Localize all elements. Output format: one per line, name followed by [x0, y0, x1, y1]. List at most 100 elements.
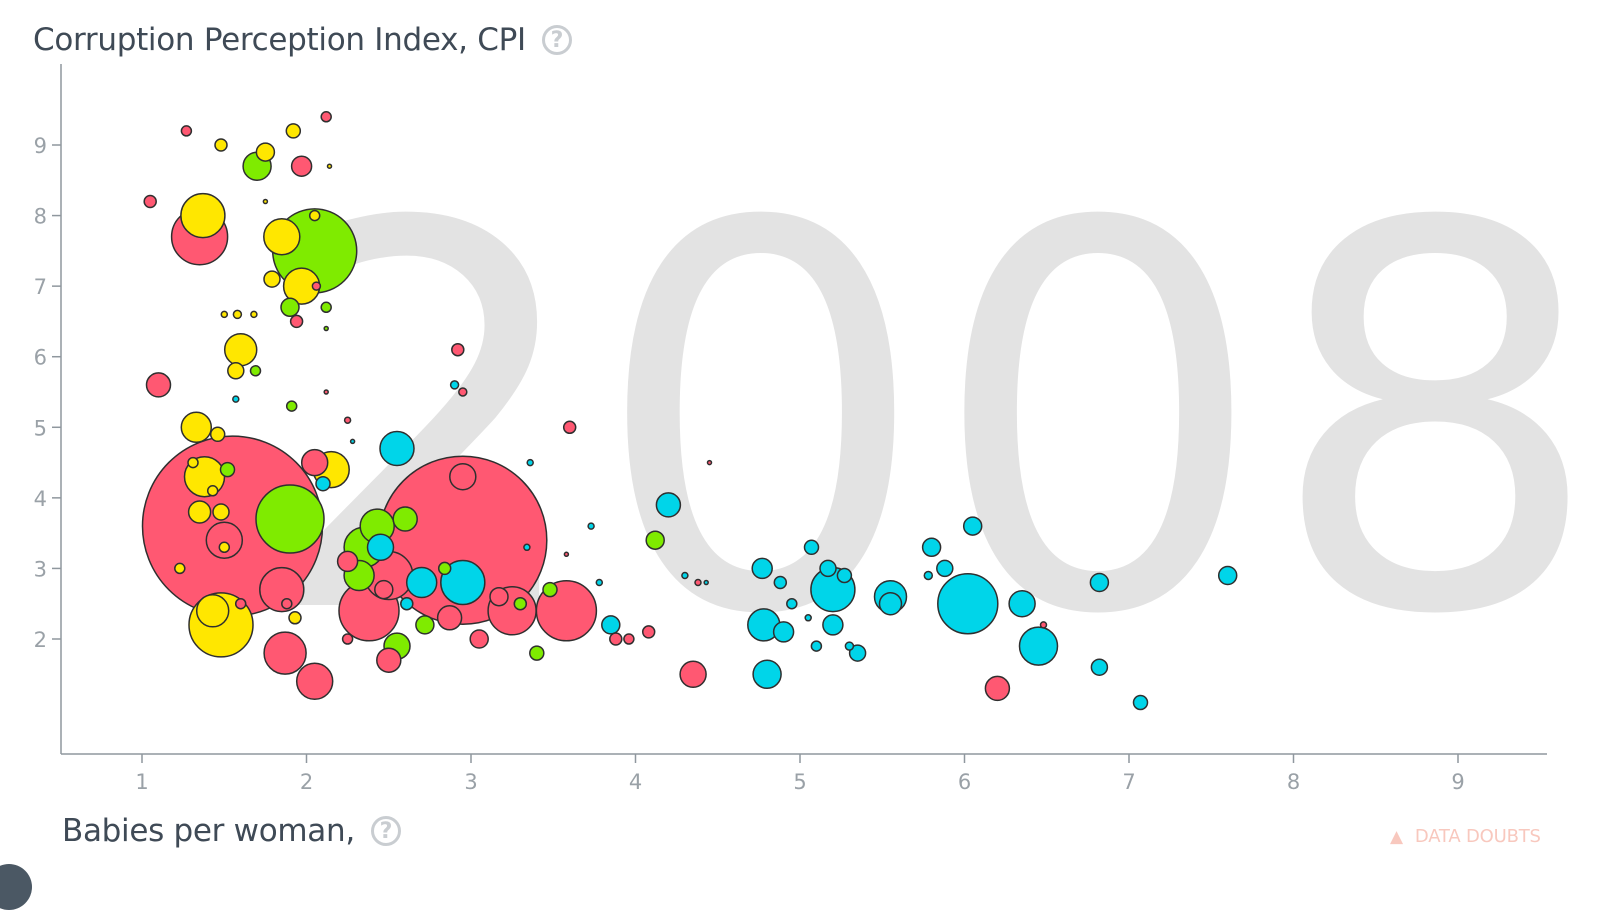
bubble	[526, 458, 534, 467]
bubble	[523, 543, 531, 552]
bubble	[311, 281, 322, 291]
bubble	[542, 581, 558, 598]
bubble	[609, 632, 623, 646]
bubble	[280, 297, 300, 318]
bubble	[376, 647, 402, 673]
bubble	[786, 597, 798, 610]
data-doubts-link[interactable]: ▲ DATA DOUBTS	[1390, 826, 1541, 847]
bubble	[288, 611, 302, 625]
bubble	[587, 522, 595, 530]
x-tick-label: 7	[1122, 770, 1135, 794]
bubble	[489, 586, 509, 607]
y-axis-title[interactable]: Corruption Perception Index, CPI ?	[33, 22, 572, 58]
bubble	[174, 562, 186, 575]
bubble	[681, 571, 689, 580]
x-axis-title[interactable]: Babies per woman, ?	[62, 813, 401, 849]
bubble	[206, 485, 219, 497]
bubble	[436, 605, 463, 631]
bubble	[180, 125, 193, 137]
bubble	[819, 559, 837, 578]
bubble	[921, 537, 942, 558]
bubble	[145, 372, 172, 398]
bubble	[655, 492, 682, 518]
help-icon[interactable]: ?	[370, 816, 401, 846]
bubble	[451, 342, 465, 357]
bubble	[234, 597, 247, 610]
bubble	[214, 138, 228, 152]
bubble	[848, 644, 867, 662]
bubble	[323, 325, 329, 332]
bubble	[822, 614, 844, 636]
bubble	[844, 641, 855, 651]
bubble	[263, 631, 307, 675]
bubble	[255, 142, 276, 162]
bubble	[706, 459, 713, 466]
y-tick-label: 2	[34, 628, 47, 652]
bubble	[810, 640, 823, 652]
bubble	[752, 659, 782, 690]
bubble	[349, 438, 356, 445]
x-tick-label: 1	[135, 770, 148, 794]
bubble	[469, 629, 489, 649]
warning-icon: ▲	[1390, 826, 1403, 847]
y-tick-label: 9	[34, 134, 47, 158]
bubble	[323, 389, 329, 395]
help-icon[interactable]: ?	[541, 25, 572, 55]
bubble	[1089, 572, 1110, 593]
bubble	[232, 395, 240, 403]
bubble	[320, 111, 332, 123]
x-tick-label: 5	[793, 770, 806, 794]
bubble	[1217, 565, 1238, 586]
bubble	[1008, 589, 1036, 618]
bubble	[218, 541, 231, 554]
bubble	[937, 572, 999, 635]
bubble	[1018, 626, 1059, 666]
bubble	[374, 579, 394, 600]
bubble	[803, 539, 820, 556]
year-label: 2008	[255, 113, 1600, 730]
bubble	[804, 614, 812, 622]
x-tick-label: 9	[1451, 770, 1464, 794]
bubble	[563, 551, 570, 558]
bubble	[212, 503, 230, 521]
data-doubts-label: DATA DOUBTS	[1414, 826, 1541, 847]
bubble	[143, 194, 157, 209]
x-tick-label: 8	[1287, 770, 1300, 794]
bubble	[285, 400, 298, 412]
bubble	[219, 461, 236, 478]
bubble	[1090, 658, 1109, 676]
bubble	[180, 411, 213, 444]
bubble	[641, 625, 656, 639]
bubble	[205, 521, 244, 559]
x-tick-label: 2	[300, 770, 313, 794]
bubble	[449, 462, 477, 491]
bubble	[262, 198, 269, 205]
bubble	[250, 310, 258, 319]
bubble	[308, 209, 321, 222]
y-tick-label: 5	[34, 416, 47, 440]
x-tick-label: 6	[958, 770, 971, 794]
bubble	[259, 566, 305, 613]
y-tick-label: 6	[34, 346, 47, 370]
bubble	[936, 559, 954, 578]
bubble	[255, 484, 325, 554]
y-tick-label: 7	[34, 275, 47, 299]
bubble	[326, 163, 333, 169]
bubble	[595, 578, 604, 587]
bubble	[623, 633, 635, 645]
bubble	[984, 675, 1011, 702]
bubble	[281, 597, 293, 610]
bubble	[289, 314, 304, 329]
bubble	[187, 456, 199, 469]
bubble-chart: 2008 2 3 4 5 6 7 8 9 1 2 3 4 5 6 7 8 9	[34, 64, 1600, 794]
bubble	[249, 365, 262, 377]
bubble	[449, 380, 460, 390]
bubble	[400, 596, 414, 611]
y-tick-label: 4	[34, 487, 47, 511]
y-tick-label: 3	[34, 557, 47, 581]
bubble	[336, 550, 359, 573]
bubble	[694, 578, 702, 587]
bubble	[1039, 621, 1048, 629]
bubble	[529, 645, 545, 661]
x-tick-label: 3	[464, 770, 477, 794]
